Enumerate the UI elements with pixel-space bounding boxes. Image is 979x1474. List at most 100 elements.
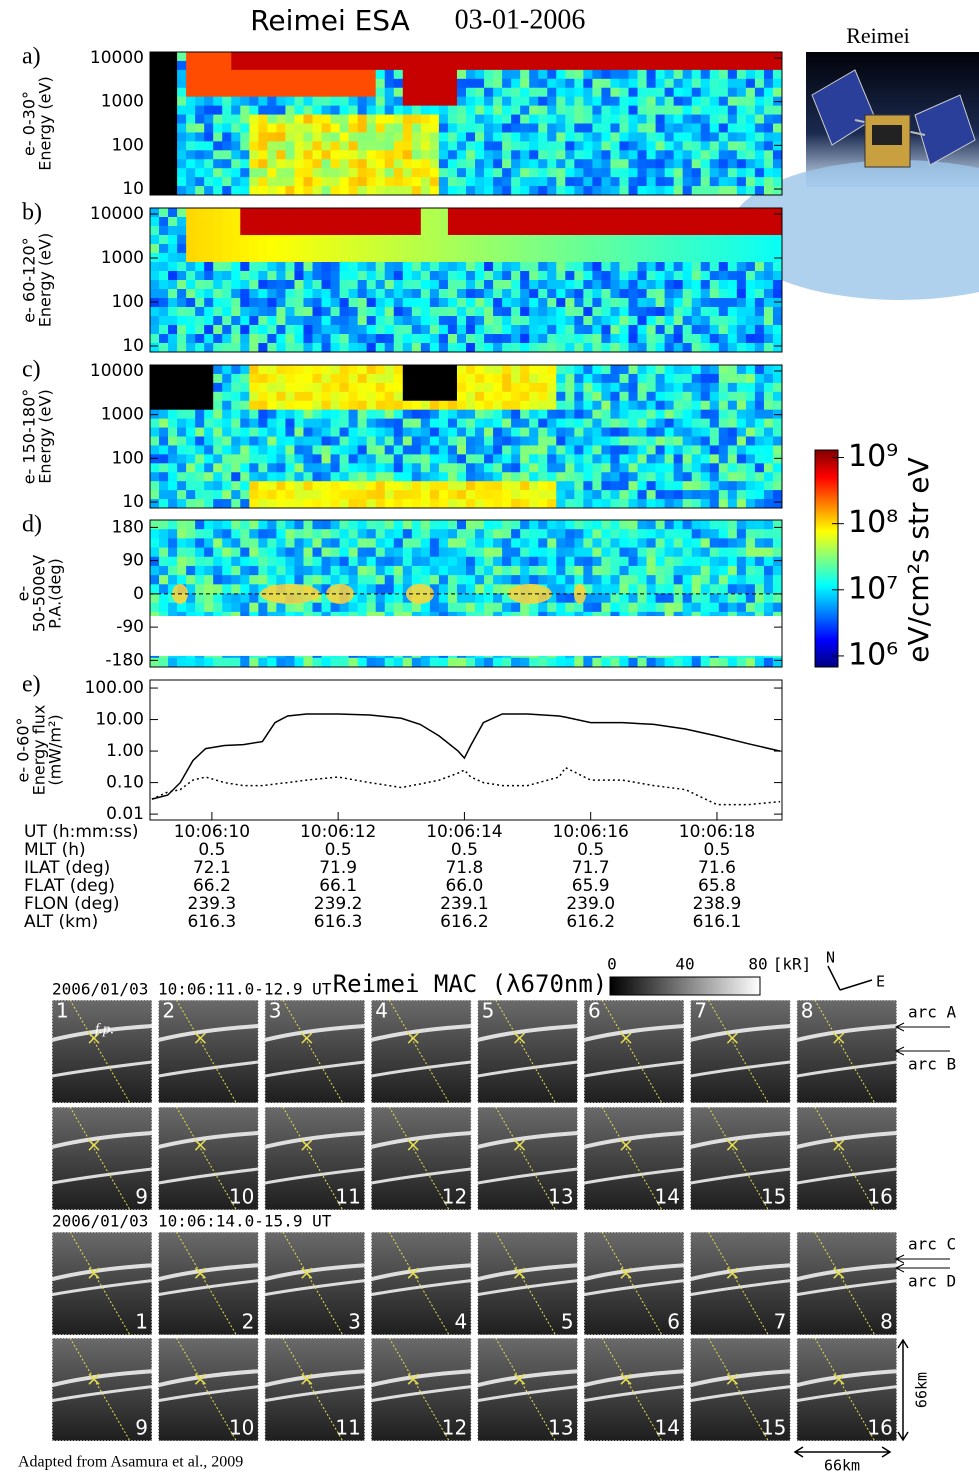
spectrogram-pixel: [565, 538, 575, 548]
spectrogram-pixel: [619, 401, 629, 410]
spectrogram-pixel: [394, 454, 404, 463]
spectrogram-pixel: [728, 520, 738, 530]
spectrogram-pixel: [647, 177, 657, 186]
spectrogram-pixel: [746, 186, 756, 195]
spectrogram-pixel: [665, 548, 675, 558]
spectrogram-pixel: [755, 548, 765, 558]
spectrogram-pixel: [511, 472, 521, 481]
spectrogram-pixel: [457, 244, 467, 254]
spectrogram-pixel: [258, 271, 268, 281]
scale-km-h: 66km: [824, 1457, 860, 1474]
spectrogram-pixel: [683, 208, 693, 218]
spectrogram-pixel: [610, 150, 620, 159]
spectrogram-pixel: [349, 454, 359, 463]
spectrogram-pixel: [322, 235, 332, 245]
spectrogram-pixel: [204, 334, 214, 344]
auroral-frame: 8: [797, 999, 897, 1104]
spectrogram-pixel: [665, 463, 675, 472]
spectrogram-pixel: [610, 603, 620, 613]
spectrogram-pixel: [647, 472, 657, 481]
spectrogram-pixel: [692, 481, 702, 490]
spectrogram-pixel: [647, 61, 657, 70]
spectrogram-pixel: [358, 594, 368, 604]
spectrogram-pixel: [638, 88, 648, 97]
spectrogram-pixel: [195, 463, 205, 472]
ephemeris-value: 616.1: [693, 912, 742, 932]
spectrogram-pixel: [592, 490, 602, 499]
spectrogram-pixel: [574, 499, 584, 508]
spectrogram-pixel: [746, 325, 756, 335]
spectrogram-pixel: [168, 499, 178, 508]
spectrogram-pixel: [466, 410, 476, 419]
spectrogram-pixel: [448, 557, 458, 567]
spectrogram-pixel: [448, 365, 458, 374]
spectrogram-pixel: [412, 316, 422, 326]
spectrogram-pixel: [159, 401, 169, 410]
spectrogram-pixel: [665, 594, 675, 604]
spectrogram-pixel: [665, 150, 675, 159]
spectrogram-pixel: [340, 97, 350, 106]
spectrogram-pixel: [701, 490, 711, 499]
spectrogram-pixel: [538, 70, 548, 79]
spectrogram-pixel: [701, 159, 711, 168]
spectrogram-pixel: [430, 401, 440, 410]
spectrogram-pixel: [737, 244, 747, 254]
spectrogram-pixel: [710, 566, 720, 576]
spectrogram-pixel: [159, 428, 169, 437]
spectrogram-pixel: [403, 548, 413, 558]
spectrogram-pixel: [457, 61, 467, 70]
spectrogram-pixel: [349, 150, 359, 159]
spectrogram-pixel: [619, 566, 629, 576]
spectrogram-pixel: [367, 529, 377, 539]
spectrogram-pixel: [710, 437, 720, 446]
spectrogram-pixel: [430, 61, 440, 70]
spectrogram-pixel: [285, 235, 295, 245]
spectrogram-pixel: [764, 168, 774, 177]
spectrogram-pixel: [430, 392, 440, 401]
spectrogram-pixel: [565, 262, 575, 272]
spectrogram-pixel: [728, 325, 738, 335]
spectrogram-pixel: [258, 538, 268, 548]
spectrogram-pixel: [665, 603, 675, 613]
spectrogram-pixel: [195, 262, 205, 272]
spectrogram-pixel: [647, 529, 657, 539]
spectrogram-pixel: [764, 365, 774, 374]
spectrogram-pixel: [583, 548, 593, 558]
spectrogram-pixel: [340, 70, 350, 79]
spectrogram-pixel: [394, 490, 404, 499]
spectrogram-pixel: [665, 235, 675, 245]
spectrogram-pixel: [764, 437, 774, 446]
spectrogram-pixel: [439, 472, 449, 481]
spectrogram-pixel: [385, 61, 395, 70]
spectrogram-pixel: [502, 115, 512, 124]
spectrogram-pixel: [638, 280, 648, 290]
spectrogram-pixel: [466, 557, 476, 567]
spectrogram-pixel: [385, 115, 395, 124]
spectrogram-pixel: [231, 658, 241, 668]
spectrogram-pixel: [583, 168, 593, 177]
spectrogram-pixel: [240, 566, 250, 576]
spectrogram-pixel: [159, 226, 169, 236]
spectrogram-pixel: [683, 226, 693, 236]
spectrogram-pixel: [574, 52, 584, 61]
spectrogram-pixel: [710, 548, 720, 558]
panel-label: c): [22, 357, 41, 383]
spectrogram-pixel: [376, 490, 386, 499]
spectrogram-pixel: [303, 298, 313, 308]
spectrogram-pixel: [511, 575, 521, 585]
spectrogram-pixel: [195, 365, 205, 374]
spectrogram-pixel: [367, 106, 377, 115]
spectrogram-pixel: [511, 271, 521, 281]
spectrogram-pixel: [457, 141, 467, 150]
spectrogram-pixel: [556, 208, 566, 218]
spectrogram-pixel: [502, 392, 512, 401]
spectrogram-pixel: [601, 529, 611, 539]
spectrogram-pixel: [430, 244, 440, 254]
spectrogram-pixel: [629, 115, 639, 124]
spectrogram-pixel: [629, 298, 639, 308]
spectrogram-pixel: [276, 253, 286, 263]
spectrogram-pixel: [484, 520, 494, 530]
spectrogram-pixel: [647, 124, 657, 133]
spectrogram-pixel: [258, 208, 268, 218]
spectrogram-pixel: [538, 280, 548, 290]
